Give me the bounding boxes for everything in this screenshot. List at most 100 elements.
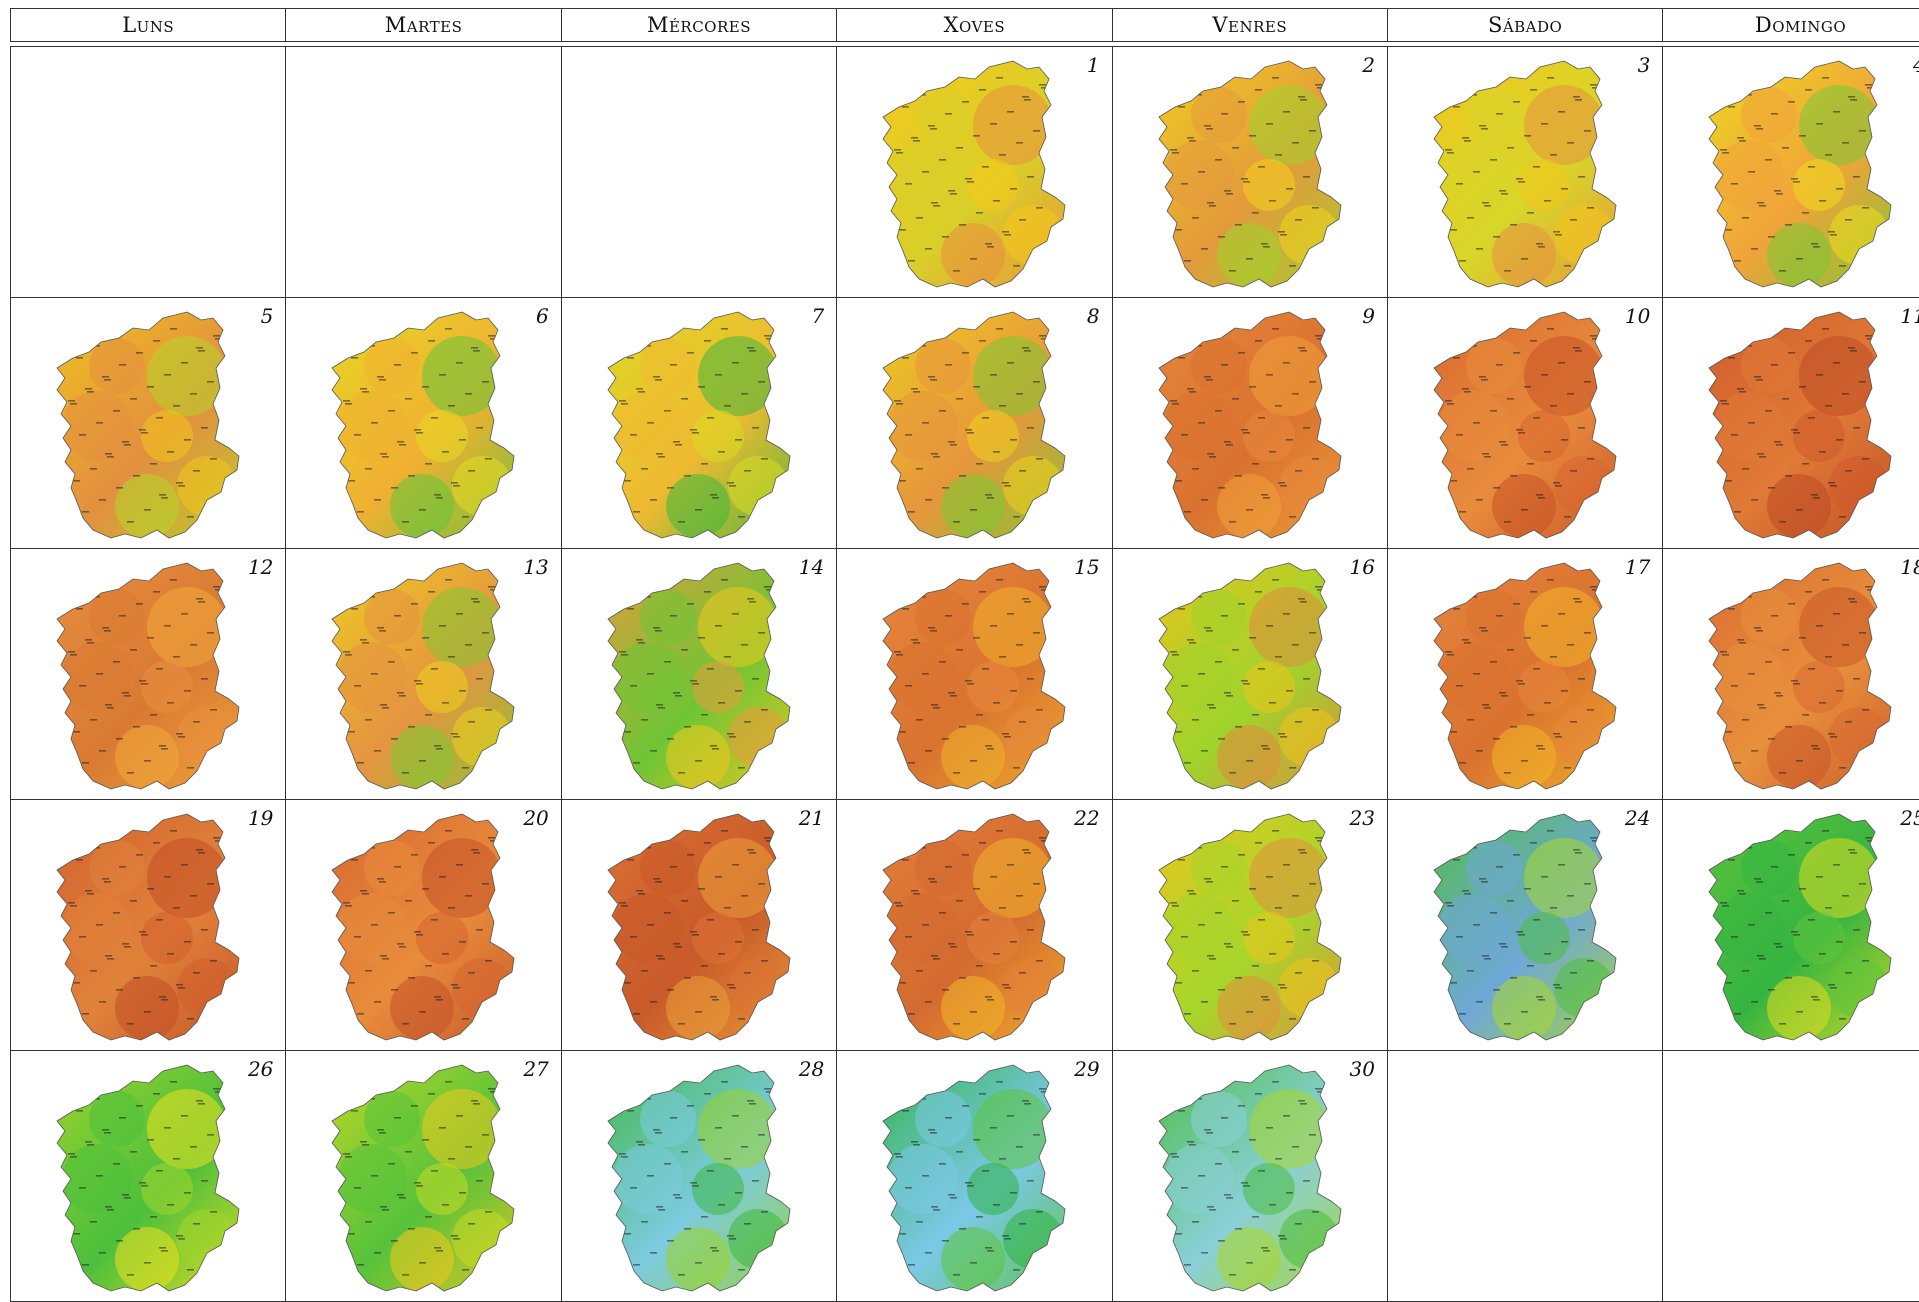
day-number: 16: [1349, 555, 1375, 579]
calendar-day-cell: 7: [560, 298, 837, 549]
empty-calendar-cell: [1386, 1051, 1663, 1302]
temperature-map-image: [1157, 60, 1341, 288]
temperature-map-image: [1708, 60, 1892, 288]
day-number: 23: [1349, 806, 1375, 830]
day-number: 26: [247, 1057, 274, 1081]
temperature-map-image: [331, 1064, 515, 1292]
day-number: 15: [1074, 555, 1100, 579]
weekday-header-6: Sábado: [1386, 9, 1662, 41]
empty-calendar-cell: [285, 47, 561, 298]
day-number: 8: [1086, 304, 1100, 328]
calendar-day-cell: 11: [1662, 298, 1919, 549]
weekday-header-row: Luns Martes Mércores Xoves Venres Sábado Domin…: [10, 8, 1919, 42]
calendar-day-cell: 26: [10, 1051, 286, 1302]
weekday-header-3: Mércores: [560, 9, 836, 41]
day-number: 6: [536, 304, 549, 328]
calendar-day-cell: 5: [10, 298, 286, 549]
temperature-map-image: [882, 311, 1066, 539]
empty-calendar-cell: [560, 47, 837, 298]
calendar-day-cell: 3: [1386, 47, 1663, 298]
temperature-map-image: [1157, 813, 1341, 1041]
calendar-day-cell: 12: [10, 549, 286, 800]
temperature-map-image: [1708, 562, 1892, 790]
day-number: 7: [811, 304, 825, 328]
day-number: 28: [798, 1057, 825, 1081]
calendar-day-cell: 10: [1386, 298, 1663, 549]
weekday-header-5: Venres: [1111, 9, 1387, 41]
calendar-day-cell: 28: [560, 1051, 837, 1302]
calendar-grid: 1234567891011121314151617181920212223242…: [10, 46, 1919, 1302]
day-number: 4: [1913, 53, 1919, 77]
temperature-map-image: [331, 562, 515, 790]
calendar-day-cell: 13: [285, 549, 561, 800]
empty-calendar-cell: [1662, 1051, 1919, 1302]
temperature-map-image: [1433, 311, 1617, 539]
day-number: 12: [247, 555, 274, 579]
day-number: 19: [247, 806, 274, 830]
day-number: 13: [523, 555, 549, 579]
calendar-day-cell: 14: [560, 549, 837, 800]
day-number: 5: [260, 304, 274, 328]
calendar-day-cell: 29: [836, 1051, 1112, 1302]
calendar-day-cell: 25: [1662, 800, 1919, 1051]
day-number: 11: [1900, 304, 1919, 328]
weekday-header-1: Luns: [10, 9, 285, 41]
temperature-map-image: [882, 1064, 1066, 1292]
day-number: 14: [798, 555, 825, 579]
temperature-map-image: [331, 311, 515, 539]
calendar-day-cell: 6: [285, 298, 561, 549]
calendar-day-cell: 21: [560, 800, 837, 1051]
day-number: 1: [1086, 53, 1100, 77]
day-number: 2: [1362, 53, 1375, 77]
temperature-map-image: [882, 562, 1066, 790]
temperature-map-image: [882, 813, 1066, 1041]
day-number: 25: [1900, 806, 1919, 830]
temperature-map-image: [607, 1064, 791, 1292]
temperature-map-image: [1433, 813, 1617, 1041]
calendar-day-cell: 24: [1386, 800, 1663, 1051]
day-number: 29: [1074, 1057, 1100, 1081]
day-number: 18: [1900, 555, 1919, 579]
day-number: 10: [1624, 304, 1651, 328]
temperature-map-image: [56, 813, 240, 1041]
day-number: 9: [1362, 304, 1375, 328]
temperature-map-image: [1157, 1064, 1341, 1292]
temperature-map-image: [1433, 60, 1617, 288]
temperature-map-image: [331, 813, 515, 1041]
day-number: 17: [1624, 555, 1651, 579]
calendar-day-cell: 16: [1111, 549, 1387, 800]
calendar-day-cell: 8: [836, 298, 1112, 549]
calendar-day-cell: 4: [1662, 47, 1919, 298]
calendar-day-cell: 19: [10, 800, 286, 1051]
temperature-map-image: [1433, 562, 1617, 790]
calendar-day-cell: 22: [836, 800, 1112, 1051]
calendar-day-cell: 23: [1111, 800, 1387, 1051]
calendar-day-cell: 2: [1111, 47, 1387, 298]
calendar-day-cell: 15: [836, 549, 1112, 800]
weekday-header-7: Domingo: [1662, 9, 1919, 41]
calendar-day-cell: 17: [1386, 549, 1663, 800]
calendar-day-cell: 1: [836, 47, 1112, 298]
calendar-day-cell: 30: [1111, 1051, 1387, 1302]
temperature-map-image: [56, 311, 240, 539]
temperature-map-image: [607, 813, 791, 1041]
empty-calendar-cell: [10, 47, 286, 298]
temperature-map-image: [56, 562, 240, 790]
day-number: 3: [1637, 53, 1651, 77]
temperature-map-image: [607, 311, 791, 539]
weekday-header-2: Martes: [285, 9, 560, 41]
day-number: 21: [798, 806, 825, 830]
day-number: 22: [1074, 806, 1100, 830]
calendar-day-cell: 20: [285, 800, 561, 1051]
temperature-map-image: [1157, 311, 1341, 539]
day-number: 24: [1624, 806, 1651, 830]
calendar-day-cell: 9: [1111, 298, 1387, 549]
temperature-map-image: [56, 1064, 240, 1292]
temperature-map-image: [1157, 562, 1341, 790]
day-number: 30: [1349, 1057, 1375, 1081]
day-number: 20: [523, 806, 549, 830]
calendar-day-cell: 27: [285, 1051, 561, 1302]
temperature-map-image: [607, 562, 791, 790]
calendar-day-cell: 18: [1662, 549, 1919, 800]
weekday-header-4: Xoves: [836, 9, 1111, 41]
